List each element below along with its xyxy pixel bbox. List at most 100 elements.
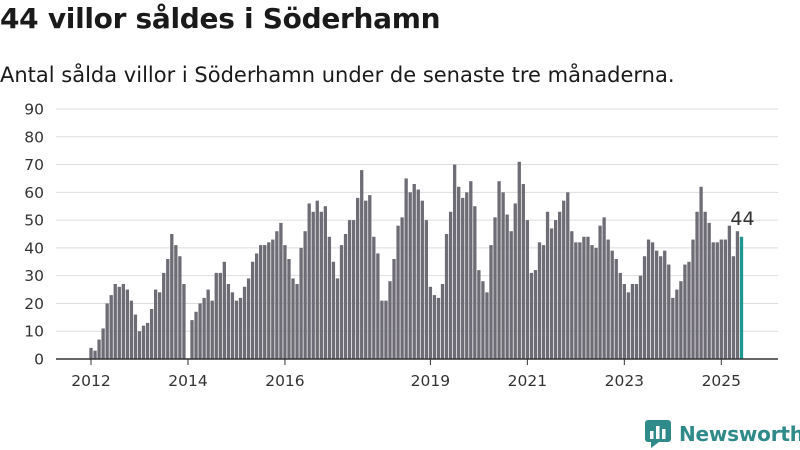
bar <box>234 300 239 359</box>
bar <box>368 195 372 359</box>
bar <box>558 211 562 359</box>
bar <box>634 284 639 359</box>
bar <box>614 259 618 359</box>
bar <box>356 197 360 359</box>
bar <box>719 239 723 359</box>
bar <box>339 245 344 359</box>
bar <box>412 184 416 359</box>
bar <box>489 245 493 359</box>
newsworthy-logo[interactable]: Newsworthy <box>645 420 800 448</box>
bar <box>315 200 319 359</box>
bar <box>541 245 546 359</box>
bar <box>428 286 433 359</box>
bar <box>263 245 267 359</box>
bar <box>351 220 356 359</box>
bar <box>630 284 635 359</box>
bar <box>436 297 441 359</box>
bar <box>149 309 154 359</box>
bar <box>202 297 206 359</box>
x-tick-label: 2023 <box>605 372 644 390</box>
bar <box>101 328 105 359</box>
y-axis: 0 10 20 30 40 50 60 70 80 90 <box>24 101 44 369</box>
bar <box>626 292 631 359</box>
bar <box>190 320 194 359</box>
bar <box>695 211 699 359</box>
y-tick-label: 30 <box>24 267 44 285</box>
bar <box>545 211 550 359</box>
bar <box>166 259 170 359</box>
bar <box>493 217 497 359</box>
bar <box>424 220 429 359</box>
bar <box>291 278 295 359</box>
bar <box>206 289 210 359</box>
bar <box>214 272 218 359</box>
y-tick-label: 70 <box>24 156 44 174</box>
bar <box>699 186 703 359</box>
bar <box>707 222 711 359</box>
bar <box>311 211 315 359</box>
bar <box>416 189 420 359</box>
bar <box>529 272 534 359</box>
bar <box>650 242 655 359</box>
bar <box>404 178 408 359</box>
bar <box>182 284 186 359</box>
bar <box>307 203 311 359</box>
bar <box>117 286 121 359</box>
bar <box>162 272 166 359</box>
x-tick-label: 2025 <box>702 372 741 390</box>
bar <box>250 261 255 359</box>
bar <box>295 284 299 359</box>
bar <box>590 245 594 359</box>
bar <box>622 284 626 359</box>
bar <box>594 247 598 359</box>
bar <box>246 278 251 359</box>
bar <box>210 300 214 359</box>
bar <box>105 303 109 359</box>
bar <box>113 284 117 359</box>
bar <box>566 192 570 359</box>
bar <box>125 289 130 359</box>
bar <box>432 295 437 359</box>
bar <box>93 350 97 359</box>
bar <box>533 270 538 359</box>
y-tick-label: 80 <box>24 128 44 146</box>
bar <box>420 200 424 359</box>
bar <box>121 284 125 359</box>
bar <box>675 289 679 359</box>
bars <box>89 161 744 359</box>
bar <box>485 292 489 359</box>
bar <box>89 347 93 359</box>
bar <box>586 236 590 359</box>
bar <box>400 217 404 359</box>
bar <box>158 292 162 359</box>
bar <box>703 211 707 359</box>
bar <box>481 281 485 359</box>
bar <box>497 181 501 359</box>
bar <box>711 242 715 359</box>
latest-value-label: 44 <box>730 208 754 230</box>
x-tick-label: 2014 <box>168 372 207 390</box>
bar <box>137 331 142 359</box>
bar <box>242 286 247 359</box>
bar <box>606 239 610 359</box>
bar <box>153 289 158 359</box>
bar <box>360 170 364 359</box>
chart-subtitle: Antal sålda villor i Söderhamn under de … <box>0 63 675 87</box>
bar <box>602 217 606 359</box>
bar <box>218 272 222 359</box>
bar <box>448 211 453 359</box>
bar <box>598 225 602 359</box>
brand-name: Newsworthy <box>679 422 800 446</box>
chart-title: 44 villor såldes i Söderhamn <box>0 2 441 35</box>
bar <box>562 200 566 359</box>
bar <box>642 256 647 359</box>
bar <box>715 242 719 359</box>
bar <box>659 256 663 359</box>
bar <box>97 339 101 359</box>
bar <box>364 200 368 359</box>
bar <box>238 297 243 359</box>
bar <box>376 253 380 359</box>
bar <box>525 220 530 359</box>
bar <box>194 311 198 359</box>
bar <box>513 203 517 359</box>
